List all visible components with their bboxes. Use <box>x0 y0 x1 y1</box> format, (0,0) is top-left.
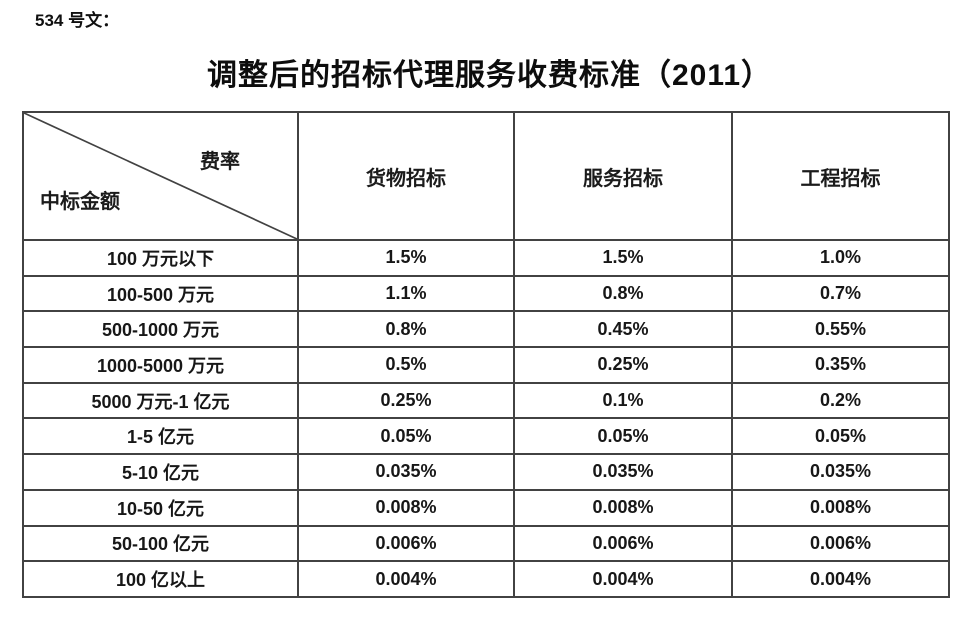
fee-standard-table: 费率 中标金额 货物招标 服务招标 工程招标 100 万元以下 1.5% 1.5… <box>22 111 950 598</box>
fee-value: 0.004% <box>513 560 733 598</box>
row-label: 100 亿以上 <box>22 560 299 598</box>
fee-value: 0.45% <box>513 310 733 349</box>
page-title: 调整后的招标代理服务收费标准（2011） <box>206 59 773 92</box>
fee-value: 0.7% <box>731 274 950 313</box>
table-row: 10-50 亿元 0.008% 0.008% 0.008% <box>22 488 950 527</box>
row-label: 100 万元以下 <box>22 239 299 277</box>
diagonal-divider-line <box>24 113 297 239</box>
fee-value: 0.05% <box>297 417 515 456</box>
fee-value: 0.05% <box>731 417 950 456</box>
fee-value: 0.004% <box>731 560 950 598</box>
table-row: 1000-5000 万元 0.5% 0.25% 0.35% <box>22 346 950 384</box>
column-header-service-bidding: 服务招标 <box>513 111 733 241</box>
fee-value: 1.1% <box>297 274 515 313</box>
fee-value: 0.006% <box>297 524 515 563</box>
fee-value: 0.35% <box>731 346 950 384</box>
fee-value: 0.035% <box>297 453 515 491</box>
fee-value: 1.5% <box>513 239 733 277</box>
table-row: 500-1000 万元 0.8% 0.45% 0.55% <box>22 310 950 349</box>
table-row: 5000 万元-1 亿元 0.25% 0.1% 0.2% <box>22 381 950 420</box>
fee-value: 0.004% <box>297 560 515 598</box>
fee-value: 0.008% <box>731 488 950 527</box>
table-row: 100 亿以上 0.004% 0.004% 0.004% <box>22 560 950 598</box>
fee-value: 1.0% <box>731 239 950 277</box>
fee-value: 1.5% <box>297 239 515 277</box>
table-row: 50-100 亿元 0.006% 0.006% 0.006% <box>22 524 950 563</box>
row-label: 50-100 亿元 <box>22 524 299 563</box>
fee-value: 0.5% <box>297 346 515 384</box>
fee-value: 0.035% <box>731 453 950 491</box>
fee-value: 0.006% <box>513 524 733 563</box>
fee-value: 0.1% <box>513 381 733 420</box>
row-label: 5000 万元-1 亿元 <box>22 381 299 420</box>
row-label: 5-10 亿元 <box>22 453 299 491</box>
table-row: 100-500 万元 1.1% 0.8% 0.7% <box>22 274 950 313</box>
fee-value: 0.25% <box>513 346 733 384</box>
fee-value: 0.25% <box>297 381 515 420</box>
fee-value: 0.8% <box>513 274 733 313</box>
table-row: 1-5 亿元 0.05% 0.05% 0.05% <box>22 417 950 456</box>
row-label: 10-50 亿元 <box>22 488 299 527</box>
column-header-goods-bidding: 货物招标 <box>297 111 515 241</box>
row-label: 1-5 亿元 <box>22 417 299 456</box>
row-label: 500-1000 万元 <box>22 310 299 349</box>
table-row: 5-10 亿元 0.035% 0.035% 0.035% <box>22 453 950 491</box>
table-header-row: 费率 中标金额 货物招标 服务招标 工程招标 <box>22 111 950 241</box>
fee-value: 0.008% <box>297 488 515 527</box>
corner-amount-label: 中标金额 <box>40 191 120 213</box>
fee-value: 0.2% <box>731 381 950 420</box>
table-row: 100 万元以下 1.5% 1.5% 1.0% <box>22 239 950 277</box>
column-header-engineering-bidding: 工程招标 <box>731 111 950 241</box>
doc-number-label: 534 号文： <box>35 11 120 30</box>
fee-value: 0.008% <box>513 488 733 527</box>
fee-value: 0.8% <box>297 310 515 349</box>
corner-header-cell: 费率 中标金额 <box>22 111 299 241</box>
row-label: 1000-5000 万元 <box>22 346 299 384</box>
fee-value: 0.035% <box>513 453 733 491</box>
row-label: 100-500 万元 <box>22 274 299 313</box>
fee-value: 0.05% <box>513 417 733 456</box>
corner-rate-label: 费率 <box>200 151 240 173</box>
fee-value: 0.55% <box>731 310 950 349</box>
fee-value: 0.006% <box>731 524 950 563</box>
